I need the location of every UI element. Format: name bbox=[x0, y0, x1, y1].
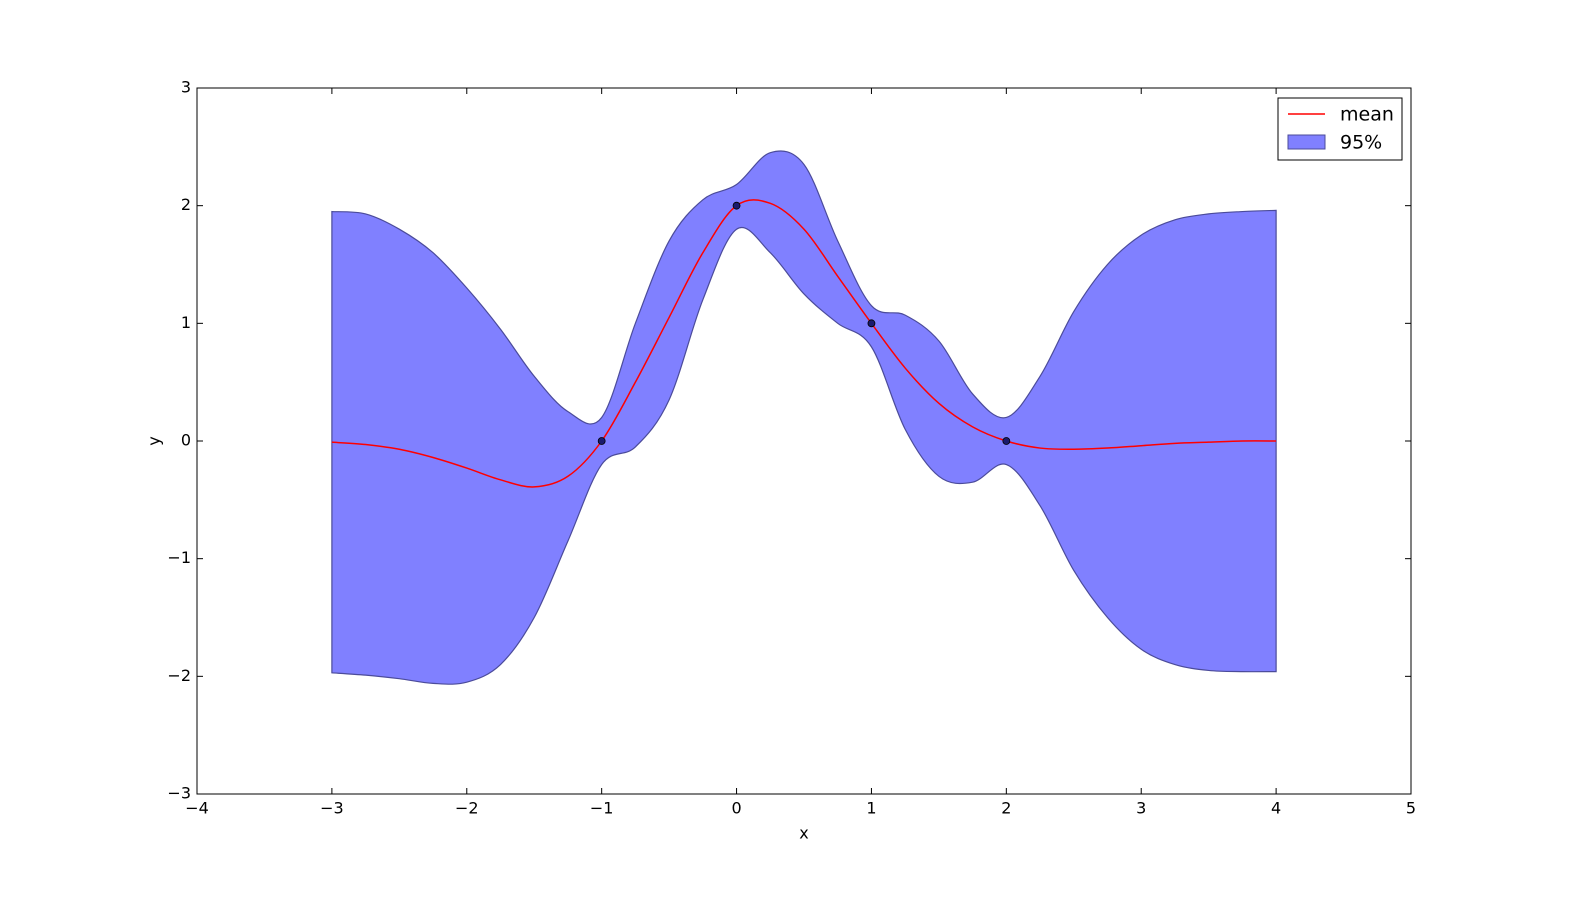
y-tick-label: 1 bbox=[181, 313, 191, 332]
y-tick-label: −2 bbox=[167, 666, 191, 685]
data-point bbox=[732, 201, 741, 210]
y-tick-label: 3 bbox=[181, 78, 191, 97]
x-tick-label: 5 bbox=[1406, 799, 1416, 818]
x-tick-label: 0 bbox=[731, 799, 741, 818]
legend-label: mean bbox=[1340, 104, 1394, 126]
y-axis-label: y bbox=[145, 436, 164, 445]
x-tick-label: −3 bbox=[320, 799, 344, 818]
x-tick-label: 3 bbox=[1136, 799, 1146, 818]
y-tick-label: 0 bbox=[181, 431, 191, 450]
x-tick-label: 2 bbox=[1001, 799, 1011, 818]
y-tick-label: −1 bbox=[167, 548, 191, 567]
x-tick-label: −4 bbox=[185, 799, 209, 818]
y-tick-label: 2 bbox=[181, 195, 191, 214]
x-tick-label: 1 bbox=[866, 799, 876, 818]
mean-line bbox=[331, 199, 1277, 488]
legend-label: 95% bbox=[1340, 132, 1382, 154]
data-point bbox=[867, 319, 876, 328]
legend-box bbox=[1277, 97, 1403, 161]
x-axis-label: x bbox=[799, 824, 808, 843]
legend-swatch bbox=[1287, 134, 1326, 150]
x-tick-label: −2 bbox=[455, 799, 479, 818]
x-tick-label: 4 bbox=[1271, 799, 1281, 818]
confidence-band bbox=[331, 150, 1277, 685]
data-point bbox=[597, 437, 606, 445]
x-tick-label: −1 bbox=[590, 799, 614, 818]
y-tick-label: −3 bbox=[167, 784, 191, 803]
data-point bbox=[1002, 437, 1011, 445]
